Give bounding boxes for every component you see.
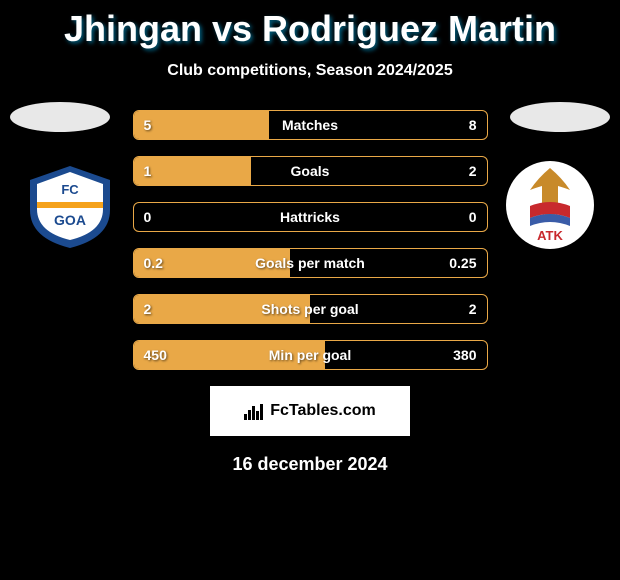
subtitle: Club competitions, Season 2024/2025 — [0, 62, 620, 80]
page-title: Jhingan vs Rodriguez Martin — [0, 0, 620, 50]
player-avatar-left — [10, 102, 110, 132]
fctables-logo-icon — [244, 402, 264, 420]
branding-badge: FcTables.com — [210, 386, 410, 436]
stat-fill-left — [134, 111, 270, 139]
stat-value-right: 0.25 — [449, 255, 476, 271]
stat-value-right: 380 — [453, 347, 476, 363]
stat-value-left: 450 — [144, 347, 167, 363]
stat-value-left: 5 — [144, 117, 152, 133]
stat-value-right: 0 — [469, 209, 477, 225]
svg-text:GOA: GOA — [54, 212, 86, 228]
atk-badge-icon: ATK — [500, 160, 600, 250]
stat-label: Matches — [282, 117, 338, 133]
stats-container: 5 Matches 8 1 Goals 2 0 Hattricks 0 0.2 Goals per … — [133, 110, 488, 370]
stat-row: 1 Goals 2 — [133, 156, 488, 186]
stat-label: Min per goal — [269, 347, 351, 363]
comparison-area: FC GOA ATK 5 Matches 8 1 Goals 2 0 Hattricks 0 0.… — [0, 110, 620, 370]
date-label: 16 december 2024 — [0, 454, 620, 475]
stat-value-right: 2 — [469, 301, 477, 317]
stat-label: Goals — [291, 163, 330, 179]
stat-row: 0 Hattricks 0 — [133, 202, 488, 232]
club-badge-left: FC GOA — [20, 160, 120, 250]
fc-goa-badge-icon: FC GOA — [20, 160, 120, 250]
stat-label: Shots per goal — [261, 301, 358, 317]
stat-label: Goals per match — [255, 255, 365, 271]
svg-text:FC: FC — [61, 182, 79, 197]
stat-value-left: 0.2 — [144, 255, 163, 271]
stat-row: 0.2 Goals per match 0.25 — [133, 248, 488, 278]
stat-value-left: 0 — [144, 209, 152, 225]
stat-label: Hattricks — [280, 209, 340, 225]
stat-value-left: 1 — [144, 163, 152, 179]
stat-value-left: 2 — [144, 301, 152, 317]
svg-text:ATK: ATK — [537, 228, 563, 243]
stat-row: 2 Shots per goal 2 — [133, 294, 488, 324]
branding-text: FcTables.com — [270, 402, 376, 420]
stat-value-right: 8 — [469, 117, 477, 133]
stat-row: 5 Matches 8 — [133, 110, 488, 140]
stat-row: 450 Min per goal 380 — [133, 340, 488, 370]
player-avatar-right — [510, 102, 610, 132]
club-badge-right: ATK — [500, 160, 600, 250]
stat-value-right: 2 — [469, 163, 477, 179]
